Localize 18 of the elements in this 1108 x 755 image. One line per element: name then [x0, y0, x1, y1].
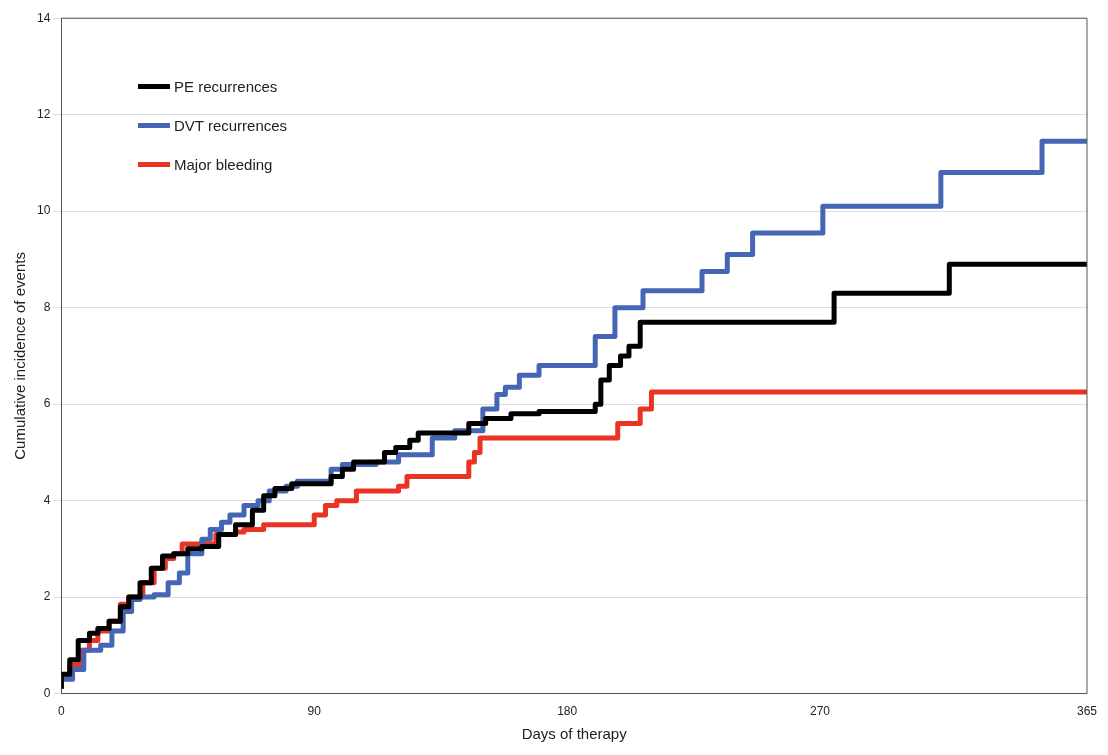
y-tick-label: 14	[36, 10, 51, 25]
x-tick-label: 270	[810, 704, 831, 719]
y-axis-title: Cumulative incidence of events	[11, 252, 29, 460]
x-tick-label: 180	[557, 704, 578, 719]
x-tick-label: 0	[58, 704, 65, 719]
y-tick-label: 4	[43, 492, 51, 507]
x-tick-label: 90	[307, 704, 322, 719]
x-tick-label: 365	[1076, 704, 1098, 719]
x-axis-title: Days of therapy	[521, 725, 628, 743]
y-tick-label: 12	[36, 107, 51, 121]
y-tick-label: 8	[43, 299, 51, 314]
legend-label: Major bleeding	[174, 156, 273, 173]
y-tick-label: 2	[43, 589, 51, 604]
legend-label: DVT recurrences	[174, 117, 288, 134]
y-tick-label: 0	[43, 685, 51, 700]
y-tick-label: 10	[36, 203, 51, 218]
legend-label: PE recurrences	[174, 78, 278, 95]
y-tick-label: 6	[43, 396, 51, 411]
